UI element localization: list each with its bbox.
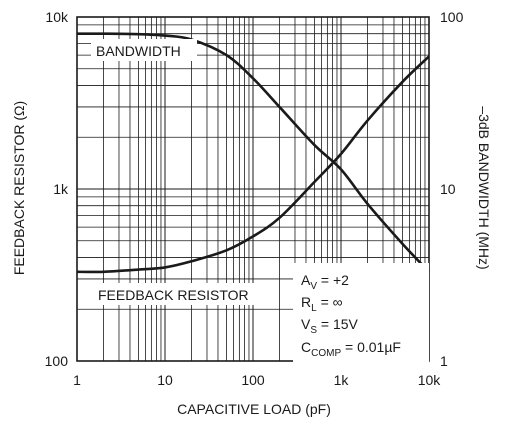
left-axis-label: FEEDBACK RESISTOR (Ω)	[11, 101, 27, 275]
right-tick-label: 10	[440, 181, 456, 197]
curves	[76, 32, 430, 274]
x-tick-label: 1	[73, 372, 81, 388]
vs-condition: VS = 15V	[301, 316, 359, 336]
rl-condition: RL = ∞	[301, 294, 343, 314]
feedback-resistor-curve	[76, 55, 430, 274]
right-axis-label: –3dB BANDWIDTH (MHz)	[476, 106, 492, 269]
x-axis-label: CAPACITIVE LOAD (pF)	[177, 401, 331, 417]
right-tick-label: 1	[440, 353, 448, 369]
left-tick-label: 100	[45, 353, 69, 369]
av-condition: AV = +2	[301, 272, 349, 292]
ccomp-condition: CCOMP = 0.01µF	[301, 339, 401, 359]
x-tick-label: 100	[241, 372, 265, 388]
feedback-series-label: FEEDBACK RESISTOR	[98, 287, 249, 303]
plot-frame	[76, 16, 430, 362]
x-tick-label: 10k	[418, 372, 442, 388]
right-tick-label: 100	[440, 9, 464, 25]
left-tick-label: 1k	[53, 181, 69, 197]
feedback-label-group: FEEDBACK RESISTOR	[93, 283, 265, 305]
x-tick-label: 1k	[334, 372, 350, 388]
bandwidth-curve	[76, 32, 430, 273]
bandwidth-series-label: BANDWIDTH	[96, 43, 181, 59]
x-tick-label: 10	[157, 372, 173, 388]
left-tick-label: 10k	[45, 9, 69, 25]
tick-labels: 1 10 100 1k 10k 100 1k 10k 1 10 100	[45, 9, 464, 388]
conditions-box: AV = +2 RL = ∞ VS = 15V CCOMP = 0.01µF	[293, 263, 429, 367]
bandwidth-label-group: BANDWIDTH	[91, 39, 197, 61]
